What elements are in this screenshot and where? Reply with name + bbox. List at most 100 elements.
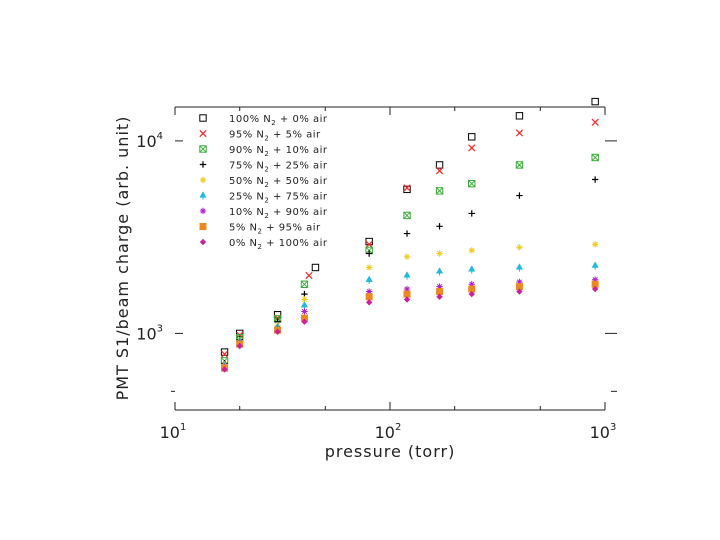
legend-label-text: 50% N [229,176,264,187]
data-point [365,275,373,284]
series-5 [221,241,599,368]
legend-label-subscript: 2 [264,135,269,143]
x-axis-title: pressure (torr) [325,442,456,461]
data-point [435,267,444,276]
legend-marker [199,145,207,153]
legend-label: 90% N2 + 10% air [229,145,328,158]
legend-marker [199,238,207,246]
legend-label-text: + 75% air [269,192,328,203]
data-point [365,288,373,295]
data-point [301,290,308,298]
data-point [403,185,411,194]
data-point [365,293,373,301]
legend-label-subscript: 2 [258,243,263,251]
data-point [365,250,373,257]
legend-item: 95% N2 + 5% air [199,130,321,143]
x-tick-label: 103 [590,422,617,442]
legend-marker [199,223,207,230]
axis-ticks: 101 102 103 103 104 [136,107,617,442]
legend-label-text: + 5% air [269,130,321,141]
legend-marker [199,114,207,122]
legend-label-text: 10% N [229,207,264,218]
y-tick-label-exponent: 4 [157,131,163,142]
y-tick-label: 104 [136,131,163,151]
data-point [468,144,476,152]
data-point [365,240,373,249]
legend-label-text: + 0% air [276,114,328,125]
legend-label-subscript: 2 [264,197,269,205]
series-4 [221,176,599,367]
data-point [435,187,444,195]
data-point [365,299,373,306]
legend-label-subscript: 2 [258,228,263,236]
legend-label-text: 95% N [229,130,264,141]
data-point [515,283,523,291]
legend-label-text: 75% N [229,161,264,172]
data-point [403,253,411,260]
data-point [468,281,475,288]
data-point [403,285,411,293]
data-point [300,314,308,322]
y-tick-label: 103 [136,323,163,343]
data-point [468,290,475,298]
data-point [468,179,476,188]
legend-marker [199,191,207,200]
legend-item: 100% N2 + 0% air [199,114,328,127]
data-point [591,285,599,293]
legend-label-text: + 95% air [263,223,322,234]
legend-label-text: + 25% air [269,161,328,172]
data-point [221,366,228,373]
y-tick-label-exponent: 3 [157,323,163,334]
data-point [220,348,229,356]
data-point [403,290,411,298]
legend-label-subscript: 2 [264,212,269,220]
series-9 [221,285,599,373]
data-point [403,296,411,303]
legend-item: 90% N2 + 10% air [199,145,328,158]
data-point [515,161,524,169]
legend-item: 10% N2 + 90% air [199,207,328,220]
legend-label-text: 25% N [229,192,264,203]
legend-item: 75% N2 + 25% air [199,161,328,174]
data-point [436,288,444,296]
legend-item: 25% N2 + 75% air [199,191,328,205]
data-point [403,211,411,220]
legend-label: 0% N2 + 100% air [229,238,328,251]
legend-marker [199,161,207,168]
data-point [468,285,476,293]
legend-label: 75% N2 + 25% air [229,161,328,174]
data-point [436,293,443,300]
legend-marker [199,207,207,215]
data-point [403,184,411,192]
legend-label-text: + 10% air [269,145,328,156]
data-point [435,161,444,169]
data-point [591,118,599,126]
x-tick-label-exponent: 2 [395,422,401,433]
data-point [591,280,599,288]
legend-label: 95% N2 + 5% air [229,130,321,143]
legend-label-text: 100% N [229,114,271,125]
data-point [516,192,523,199]
data-point [591,176,599,183]
legend-label-subscript: 2 [264,150,269,158]
legend-item: 50% N2 + 50% air [199,176,328,189]
legend-label: 10% N2 + 90% air [229,207,328,220]
data-point [515,112,524,120]
data-point [301,308,308,315]
data-point [591,261,599,270]
data-point [236,331,244,339]
data-point [591,153,599,162]
legend-label: 5% N2 + 95% air [229,223,321,236]
data-point [311,263,320,272]
legend-label: 50% N2 + 50% air [229,176,328,189]
legend-label-text: 5% N [229,223,258,234]
data-point [435,167,444,175]
data-point [516,278,523,286]
series-3 [220,153,599,365]
data-point [305,271,313,280]
legend-label-subscript: 2 [271,119,276,127]
data-point [515,129,524,137]
legend-label-subscript: 2 [264,181,269,189]
legend-label-text: + 100% air [263,238,328,249]
